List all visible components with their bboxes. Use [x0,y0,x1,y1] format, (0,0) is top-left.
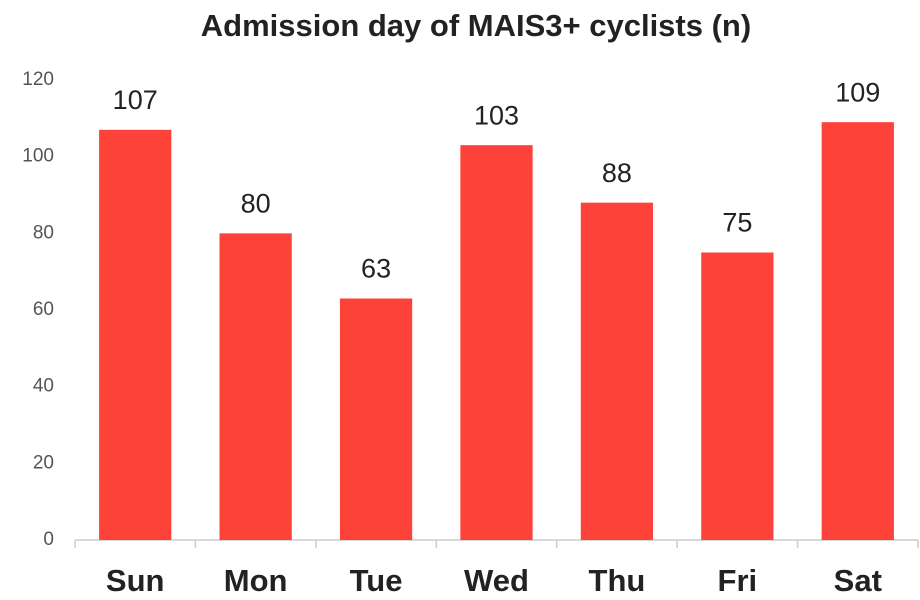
x-tick-label: Wed [464,563,529,598]
bar [821,122,894,541]
x-tick-label: Mon [224,563,288,598]
x-tick-label: Thu [589,563,646,598]
y-tick-label: 60 [33,299,54,320]
bar [219,233,292,541]
y-tick-label: 40 [33,376,54,397]
y-tick-label: 100 [22,146,54,167]
bar [339,298,413,540]
value-label: 103 [474,100,519,130]
value-label: 107 [113,85,158,115]
bar [99,129,172,541]
y-tick-label: 20 [33,452,54,473]
bar [460,145,533,540]
x-tick-label: Tue [350,563,403,598]
y-tick-label: 80 [33,222,54,243]
x-tick-label: Fri [718,563,758,598]
value-label: 80 [241,188,271,218]
bar [580,202,654,540]
y-tick-label: 120 [22,69,54,90]
value-label: 63 [361,254,391,284]
value-label: 75 [722,208,752,238]
value-label: 88 [602,158,632,188]
value-label: 109 [835,77,880,107]
x-tick-label: Sat [834,563,882,598]
y-tick-label: 0 [43,529,54,550]
x-tick-label: Sun [106,563,165,598]
bar [701,252,774,540]
chart-title: Admission day of MAIS3+ cyclists (n) [201,8,751,43]
